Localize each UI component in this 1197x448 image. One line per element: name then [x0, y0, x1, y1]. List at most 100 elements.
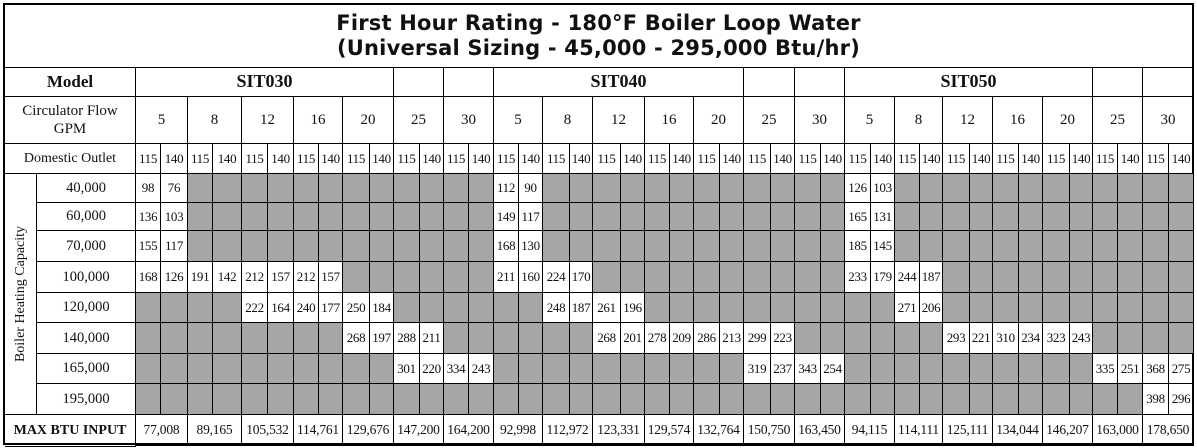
- empty-cell: [771, 231, 795, 262]
- empty-cell: [469, 262, 494, 293]
- empty-cell: [1169, 293, 1194, 323]
- empty-cell: [543, 323, 570, 354]
- empty-cell: [744, 384, 771, 415]
- fhr-value: 248: [543, 293, 570, 323]
- empty-cell: [343, 384, 370, 415]
- empty-cell: [744, 262, 771, 293]
- fhr-value: 76: [161, 174, 188, 203]
- empty-cell: [694, 354, 720, 384]
- empty-cell: [1093, 262, 1118, 293]
- empty-cell: [1070, 231, 1093, 262]
- empty-cell: [694, 384, 720, 415]
- empty-cell: [370, 203, 394, 231]
- empty-cell: [370, 354, 394, 384]
- empty-cell: [1019, 354, 1043, 384]
- fhr-value: 243: [1070, 323, 1093, 354]
- capacity-value: 165,000: [37, 354, 136, 384]
- max-btu-value: 105,532: [242, 415, 294, 446]
- empty-cell: [970, 174, 993, 203]
- fhr-value: 103: [161, 203, 188, 231]
- empty-cell: [871, 323, 895, 354]
- empty-cell: [1070, 293, 1093, 323]
- empty-cell: [593, 384, 621, 415]
- empty-cell: [1070, 203, 1093, 231]
- empty-cell: [444, 323, 469, 354]
- empty-cell: [593, 174, 621, 203]
- empty-cell: [645, 231, 670, 262]
- outlet-temp: 140: [570, 144, 593, 174]
- empty-cell: [570, 323, 593, 354]
- fhr-value: 177: [319, 293, 343, 323]
- fhr-value: 185: [845, 231, 871, 262]
- fhr-value: 112: [494, 174, 519, 203]
- empty-cell: [943, 174, 970, 203]
- empty-cell: [621, 231, 645, 262]
- flow-gpm: 5: [494, 97, 543, 144]
- empty-cell: [519, 323, 543, 354]
- capacity-value: 120,000: [37, 293, 136, 323]
- empty-cell: [821, 231, 845, 262]
- outlet-temp: 115: [1143, 144, 1169, 174]
- empty-cell: [188, 231, 213, 262]
- empty-cell: [645, 203, 670, 231]
- empty-cell: [821, 203, 845, 231]
- empty-cell: [744, 231, 771, 262]
- flow-gpm: 20: [694, 97, 744, 144]
- fhr-value: 197: [370, 323, 394, 354]
- empty-cell: [694, 203, 720, 231]
- empty-cell: [795, 174, 821, 203]
- empty-cell: [242, 354, 268, 384]
- empty-cell: [1019, 384, 1043, 415]
- model-blank-cell: [744, 67, 795, 97]
- fhr-value: 179: [871, 262, 895, 293]
- empty-cell: [871, 293, 895, 323]
- fhr-value: 206: [920, 293, 943, 323]
- fhr-value: 244: [895, 262, 920, 293]
- capacity-value: 60,000: [37, 203, 136, 231]
- fhr-value: 233: [845, 262, 871, 293]
- empty-cell: [720, 384, 744, 415]
- empty-cell: [943, 293, 970, 323]
- outlet-temp: 115: [593, 144, 621, 174]
- empty-cell: [319, 203, 343, 231]
- empty-cell: [343, 262, 370, 293]
- outlet-temp: 140: [1019, 144, 1043, 174]
- fhr-value: 278: [645, 323, 670, 354]
- fhr-value: 243: [469, 354, 494, 384]
- empty-cell: [1143, 174, 1169, 203]
- empty-cell: [213, 293, 242, 323]
- flow-gpm: 16: [294, 97, 343, 144]
- fhr-value: 168: [136, 262, 161, 293]
- empty-cell: [795, 262, 821, 293]
- empty-cell: [1118, 293, 1143, 323]
- empty-cell: [895, 384, 920, 415]
- empty-cell: [943, 384, 970, 415]
- fhr-value: 319: [744, 354, 771, 384]
- flow-gpm: 8: [188, 97, 242, 144]
- flow-gpm: 20: [1043, 97, 1093, 144]
- outlet-temp: 115: [943, 144, 970, 174]
- empty-cell: [720, 203, 744, 231]
- flow-gpm: 30: [1143, 97, 1194, 144]
- empty-cell: [970, 384, 993, 415]
- empty-cell: [1118, 384, 1143, 415]
- empty-cell: [645, 354, 670, 384]
- empty-cell: [161, 293, 188, 323]
- empty-cell: [319, 174, 343, 203]
- outlet-temp: 115: [1093, 144, 1118, 174]
- empty-cell: [294, 231, 319, 262]
- empty-cell: [795, 231, 821, 262]
- empty-cell: [420, 231, 444, 262]
- flow-gpm: 25: [744, 97, 795, 144]
- fhr-value: 296: [1169, 384, 1194, 415]
- empty-cell: [920, 203, 943, 231]
- empty-cell: [394, 262, 420, 293]
- fhr-value: 184: [370, 293, 394, 323]
- fhr-value: 165: [845, 203, 871, 231]
- empty-cell: [136, 384, 161, 415]
- empty-cell: [1019, 293, 1043, 323]
- empty-cell: [1093, 203, 1118, 231]
- empty-cell: [420, 384, 444, 415]
- empty-cell: [621, 384, 645, 415]
- empty-cell: [993, 262, 1019, 293]
